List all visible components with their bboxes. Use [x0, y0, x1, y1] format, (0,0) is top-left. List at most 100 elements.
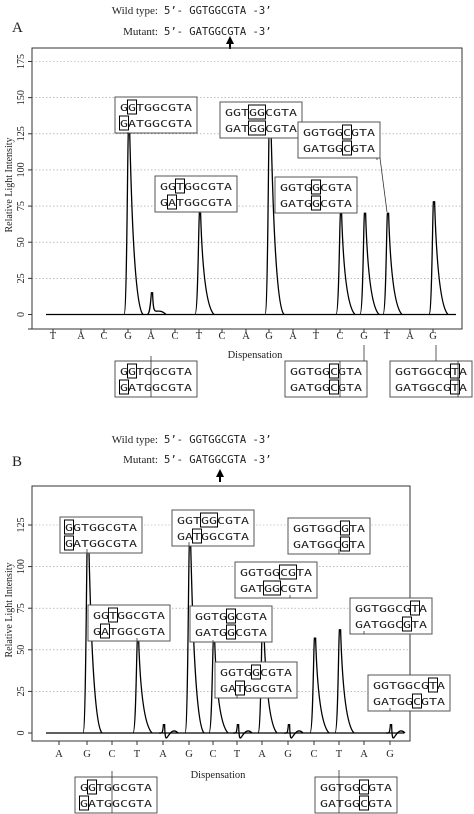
panel-b-callout-highlight — [100, 623, 110, 639]
panel-b-mutation-arrow-icon — [216, 469, 224, 482]
panel-b-callout-sequence: GGTGGCGTA — [240, 568, 312, 579]
panel-a-callout-sequence: GGTGGCGTA — [160, 182, 232, 193]
panel-a-callout-sequence: GGTGGCGTA — [395, 367, 467, 378]
panel-a-x-tick-label: A — [77, 331, 85, 342]
panel-b-x-tick-label: C — [108, 749, 115, 760]
panel-a-callout-sequence: GATGGCGTA — [280, 199, 352, 210]
panel-b-callout-highlight — [340, 520, 350, 536]
panel-b-callout-box — [189, 605, 273, 643]
panel-b-callout-highlight — [359, 779, 369, 795]
panel-b-x-tick-label: G — [185, 749, 193, 760]
panel-b-callout-highlight — [200, 512, 218, 528]
panel-b-callout-highlight — [226, 624, 236, 640]
panel-a-y-tick-label: 0 — [16, 312, 27, 317]
panel-b-callout-highlight — [79, 795, 89, 811]
panel-b-x-tick-label: A — [159, 749, 167, 760]
panel-b-callout-sequence: GGTGGCGTA — [373, 681, 445, 692]
panel-b-callout-highlight — [226, 608, 236, 624]
panel-a-x-tick-label: A — [242, 331, 250, 342]
panel-a-peak-A — [146, 292, 167, 316]
panel-b-callout-highlight — [87, 779, 97, 795]
panel-b-y-tick-label: 75 — [16, 603, 27, 613]
panel-b-callout-box — [349, 597, 433, 635]
panel-b: Wild type: 5’- GGTGGCGTA -3’ Mutant: 5’- GA… — [4, 434, 451, 814]
panel-b-callout-sequence: GATGGCGTA — [220, 684, 292, 695]
panel-a-callout: GGTGGCGTA GATGGCGTA — [389, 345, 473, 398]
panel-b-peak-G — [283, 724, 304, 739]
panel-a-callout-sequence: GGTGGCGTA — [280, 183, 352, 194]
panel-a-x-tick-label: G — [360, 331, 368, 342]
panel-b-callout: GGTGGCGTA GATGGCGTA — [234, 561, 318, 599]
panel-b-callout-sequence: GGTGGCGTA — [177, 516, 249, 527]
panel-a-x-tick-label: G — [429, 331, 437, 342]
panel-b-y-tick-label: 125 — [16, 518, 27, 533]
panel-a-callout-sequence: GGTGGCGTA — [225, 108, 297, 119]
panel-b-callout-highlight — [359, 795, 369, 811]
panel-a-x-tick-label: C — [336, 331, 343, 342]
panel-a-callout-sequence: GGTGGCGTA — [120, 367, 192, 378]
panel-a-plot-frame — [31, 47, 463, 330]
panel-a-y-axis-label: Relative Light Intensity — [4, 138, 15, 233]
panel-a-x-tick-label: T — [50, 331, 57, 342]
panel-b-peak-T — [334, 629, 355, 734]
panel-a-peak-G — [428, 201, 449, 316]
panel-a-x-tick-label: G — [124, 331, 132, 342]
panel-a-x-tick-label: A — [147, 331, 155, 342]
panel-a-callout-highlight — [329, 363, 339, 379]
panel-b-callout-sequence: GGTGGCGTA — [65, 523, 137, 534]
panel-a-peak-G — [123, 128, 144, 316]
panel-b-callout-highlight — [64, 535, 74, 551]
panel-b-callout-highlight — [251, 664, 261, 680]
panel-a-callout-highlight — [450, 379, 460, 395]
panel-a-callout: GGTGGCGTA GATGGCGTA — [297, 121, 388, 213]
panel-b-label: B — [12, 454, 22, 470]
panel-a-callout-highlight — [450, 363, 460, 379]
panel-a-callout: GGTGGCGTA GATGGCGTA — [284, 345, 368, 398]
panel-b-callout-sequence: GGTGGCGTA — [220, 668, 292, 679]
panel-b-x-tick-label: A — [258, 749, 266, 760]
panel-a-y-tick-label: 25 — [16, 273, 27, 283]
panel-a-arrow-head — [226, 36, 234, 44]
panel-a-peak-C — [335, 212, 356, 316]
panel-a-peak-T — [382, 212, 403, 316]
panel-b-callout-highlight — [235, 680, 245, 696]
panel-b-callout-sequence: GATGGCGTA — [80, 799, 152, 810]
panel-b-mutant-sequence: 5’- GATGGCGTA -3’ — [164, 454, 271, 466]
panel-b-x-tick-label: C — [209, 749, 216, 760]
panel-a-callout-sequence: GGTGGCGTA — [120, 103, 192, 114]
panel-a-callout-sequence: GATGGCGTA — [160, 198, 232, 209]
panel-b-x-tick-label: T — [336, 749, 343, 760]
panel-b-x-axis-label: Dispensation — [191, 770, 247, 781]
panel-a-callout-sequence: GGTGGCGTA — [303, 128, 375, 139]
panel-b-x-tick-label: C — [310, 749, 317, 760]
panel-b-callout-sequence: GGTGGCGTA — [195, 612, 267, 623]
panel-a-callout-sequence: GATGGCGTA — [290, 383, 362, 394]
panel-b-callout-box — [287, 517, 371, 555]
panel-b-x-tick-label: T — [134, 749, 141, 760]
panel-a-callout-box — [297, 121, 381, 159]
panel-a-x-tick-label: C — [100, 331, 107, 342]
panel-b-arrow-head — [216, 469, 224, 477]
panel-b-callout-sequence: GGTGGCGTA — [320, 783, 392, 794]
panel-b-callout-sequence: GATGGCGTA — [240, 584, 312, 595]
panel-b-mutant-label: Mutant: — [123, 454, 158, 466]
panel-b-callout-sequence: GATGGCGTA — [177, 532, 249, 543]
panel-a-callout-highlight — [248, 104, 266, 120]
panel-b-callout-sequence: GATGGCGTA — [195, 628, 267, 639]
panel-b-x-tick-label: A — [55, 749, 63, 760]
panel-a-callout: GGTGGCGTA GATGGCGTA — [114, 96, 198, 134]
panel-b-callout-highlight — [410, 600, 420, 616]
panel-a-x-tick-label: G — [265, 331, 273, 342]
panel-a-callout-sequence: GATGGCGTA — [303, 144, 375, 155]
panel-a-callout-highlight — [342, 140, 352, 156]
panel-b-callout: GGTGGCGTA GATGGCGTA — [314, 770, 398, 814]
panel-b-callout-highlight — [428, 677, 438, 693]
panel-b-callout: GGTGGCGTA GATGGCGTA — [87, 604, 171, 642]
panel-b-x-tick-label: A — [360, 749, 368, 760]
panel-a-callout: GGTGGCGTA GATGGCGTA — [219, 101, 303, 140]
panel-a-x-tick-label: A — [406, 331, 414, 342]
panel-b-peak-G — [385, 724, 406, 739]
panel-a-callout-leader — [379, 157, 388, 213]
panel-a: Wild type: 5’- GGTGGCGTA -3’ Mutant: 5’- GA… — [4, 5, 473, 398]
